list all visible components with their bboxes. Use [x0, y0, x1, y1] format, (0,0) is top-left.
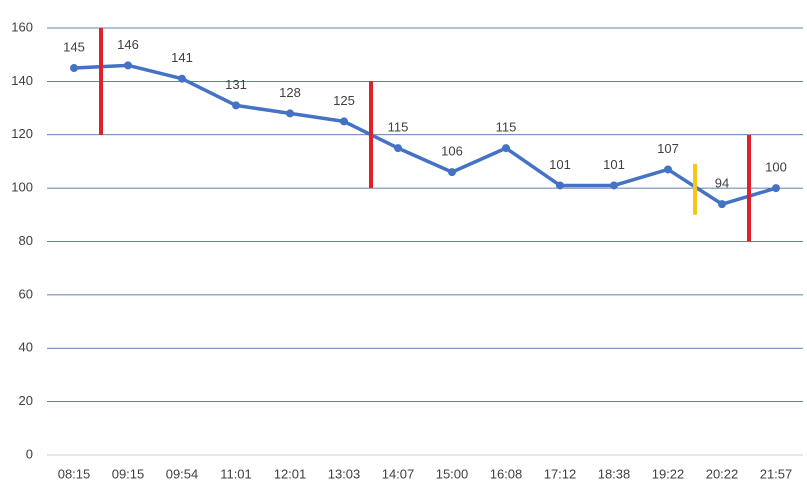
- data-label: 101: [549, 157, 571, 172]
- x-tick-label: 09:15: [112, 466, 145, 481]
- point: [286, 109, 294, 118]
- point: [394, 144, 402, 153]
- point: [340, 117, 348, 126]
- point: [502, 144, 510, 153]
- point: [70, 64, 78, 73]
- point: [610, 181, 618, 190]
- point: [448, 168, 456, 177]
- y-tick-label: 80: [19, 233, 33, 248]
- point: [178, 74, 186, 83]
- data-label: 146: [117, 37, 139, 52]
- x-tick-label: 12:01: [274, 466, 307, 481]
- point: [232, 101, 240, 110]
- data-label: 101: [603, 157, 625, 172]
- x-tick-label: 11:01: [220, 466, 252, 481]
- x-tick-label: 19:22: [652, 466, 685, 481]
- y-tick-label: 0: [26, 446, 33, 461]
- x-tick-label: 15:00: [436, 466, 469, 481]
- point: [124, 61, 132, 70]
- data-label: 94: [715, 176, 729, 191]
- data-label: 107: [657, 141, 679, 156]
- point: [772, 184, 780, 193]
- data-label: 100: [765, 160, 787, 175]
- x-tick-label: 18:38: [598, 466, 631, 481]
- data-label: 128: [279, 85, 301, 100]
- x-tick-label: 13:03: [328, 466, 361, 481]
- x-tick-label: 21:57: [760, 466, 793, 481]
- point: [718, 200, 726, 209]
- x-tick-label: 08:15: [58, 466, 91, 481]
- y-tick-label: 100: [11, 180, 33, 195]
- data-label: 115: [496, 120, 517, 135]
- series-line: [73, 63, 777, 206]
- x-tick-label: 16:08: [490, 466, 523, 481]
- x-tick-label: 20:22: [706, 466, 739, 481]
- y-tick-label: 140: [11, 73, 33, 88]
- data-label: 131: [225, 77, 247, 92]
- data-label: 115: [388, 120, 409, 135]
- x-tick-label: 17:12: [544, 466, 577, 481]
- y-tick-label: 160: [11, 19, 33, 34]
- y-tick-label: 60: [19, 286, 33, 301]
- y-tick-label: 20: [19, 393, 33, 408]
- x-tick-label: 14:07: [382, 466, 415, 481]
- point: [556, 181, 564, 190]
- data-label: 106: [441, 144, 463, 159]
- x-tick-label: 09:54: [166, 466, 199, 481]
- data-label: 125: [333, 93, 355, 108]
- data-label: 145: [63, 39, 85, 54]
- y-tick-label: 120: [11, 126, 33, 141]
- y-tick-label: 40: [19, 340, 33, 355]
- point: [664, 165, 672, 174]
- data-label: 141: [171, 50, 193, 65]
